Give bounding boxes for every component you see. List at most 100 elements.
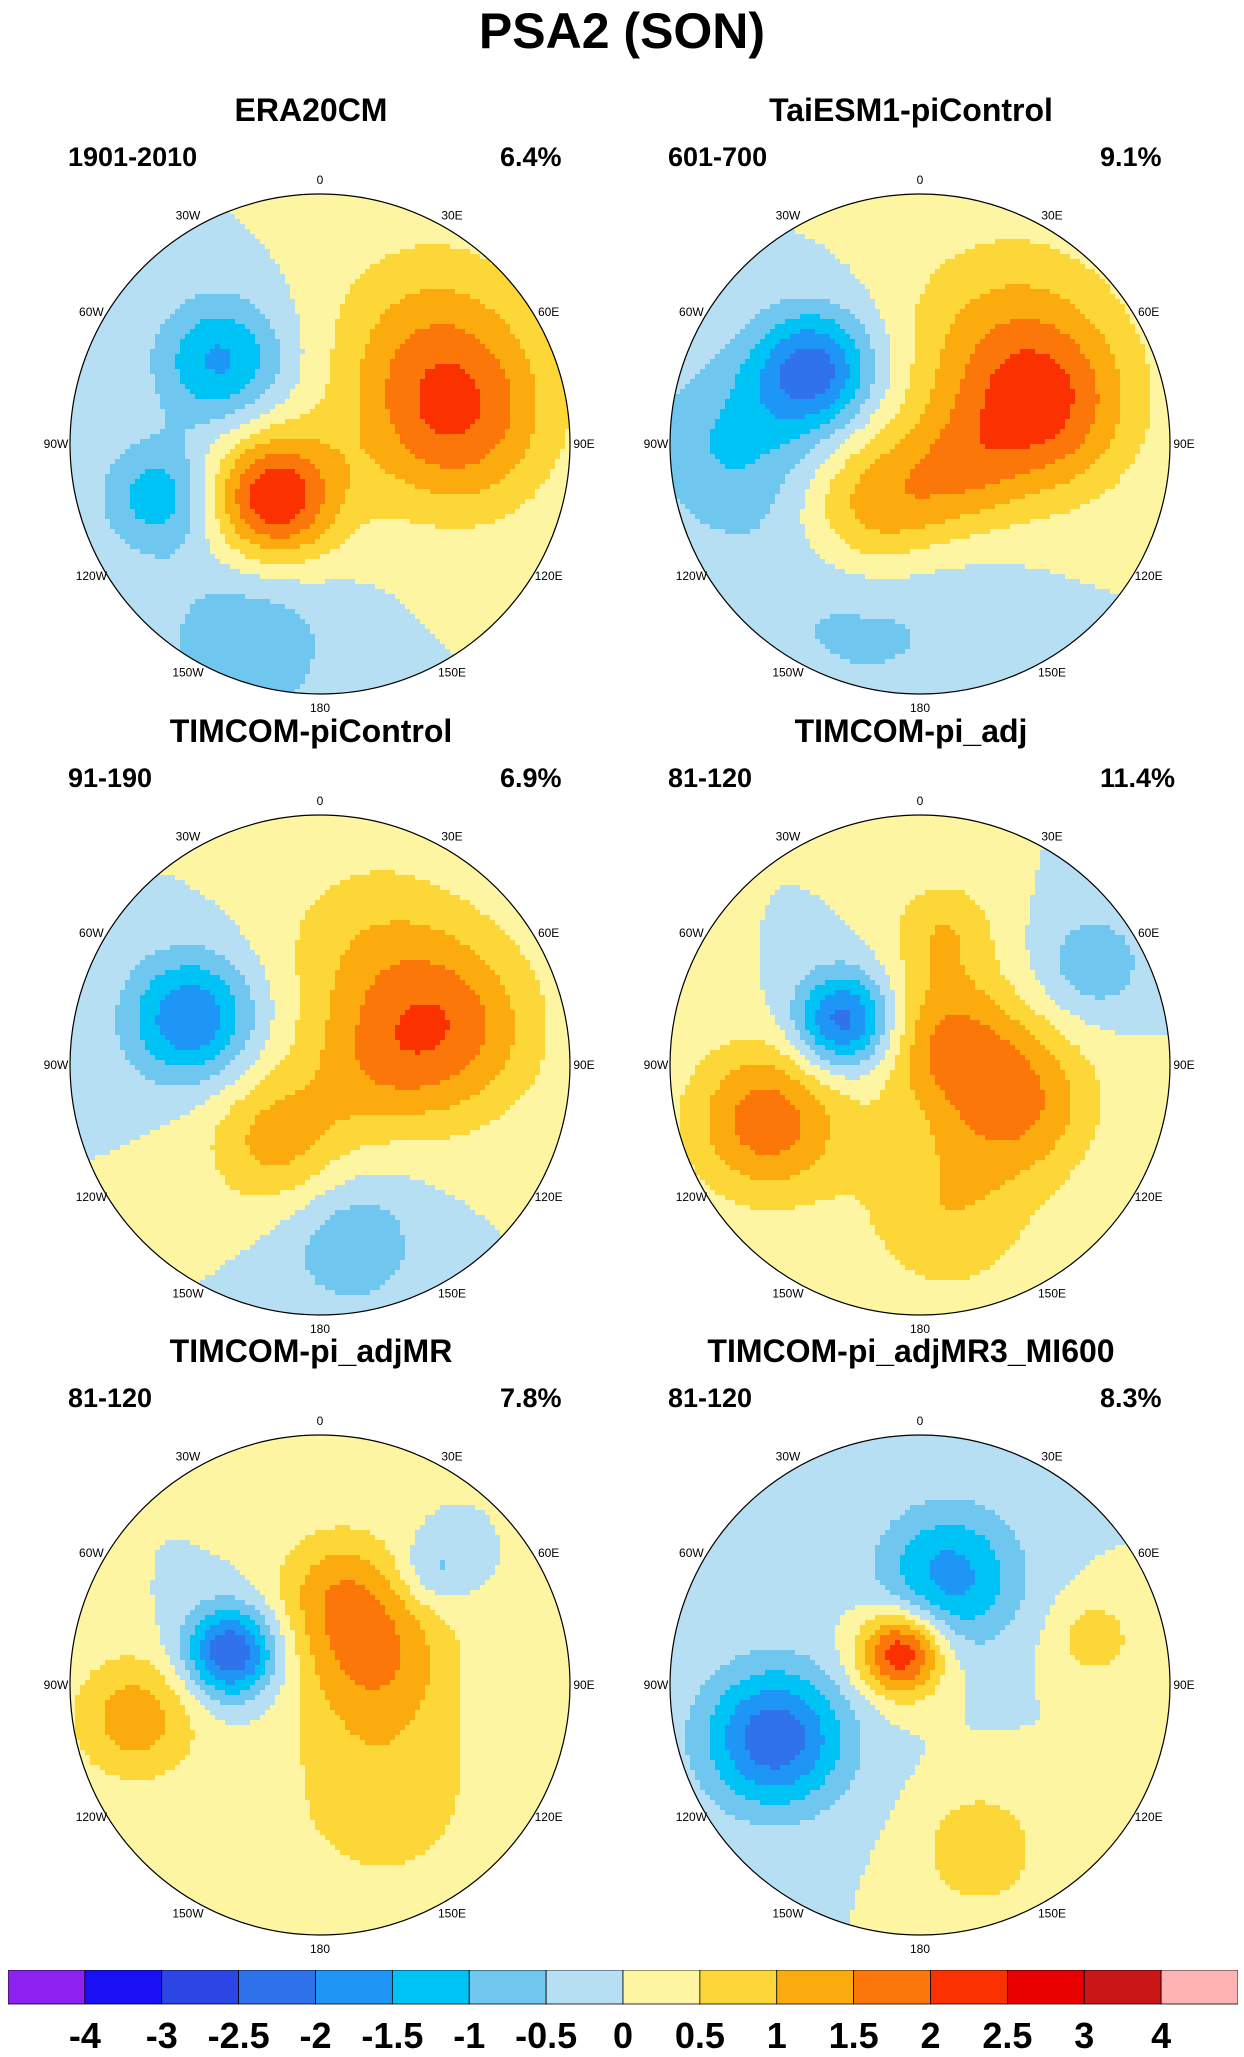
longitude-label: 90E [1173,1678,1194,1692]
longitude-label: 120W [676,1810,708,1824]
colorbar-swatch [85,1970,162,2004]
longitude-label: 90E [573,1058,594,1072]
longitude-label: 150W [172,666,204,680]
longitude-label: 150E [1038,1287,1066,1301]
longitude-label: 90W [644,1678,669,1692]
longitude-label: 0 [917,1414,924,1428]
colorbar-tick-label: -0.5 [515,2015,577,2057]
anomaly-field [670,1435,1170,1935]
longitude-label: 90W [44,437,69,451]
longitude-label: 120W [676,1190,708,1204]
longitude-label: 180 [310,1942,330,1956]
colorbar-swatch [162,1970,239,2004]
anomaly-field [70,194,570,694]
anomaly-field [670,815,1170,1315]
anomaly-field [70,1435,570,1935]
longitude-label: 150W [772,1287,804,1301]
colorbar-tick-label: 2.5 [982,2015,1032,2057]
longitude-label: 150E [1038,666,1066,680]
longitude-label: 0 [317,1414,324,1428]
colorbar-tick-label: 0 [613,2015,633,2057]
longitude-label: 150W [172,1907,204,1921]
longitude-label: 0 [917,794,924,808]
longitude-label: 90E [573,1678,594,1692]
colorbar-swatch [623,1970,700,2004]
longitude-label: 60W [79,1546,104,1560]
longitude-label: 60E [538,926,559,940]
panel-title: TaiESM1-piControl [600,92,1222,129]
colorbar-swatch [1007,1970,1084,2004]
colorbar-tick-label: -1 [453,2015,485,2057]
anomaly-field [670,194,1170,694]
colorbar-swatch [1084,1970,1161,2004]
longitude-label: 120W [76,569,108,583]
longitude-label: 0 [317,173,324,187]
colorbar-tick-label: 1 [767,2015,787,2057]
longitude-label: 120W [676,569,708,583]
colorbar-swatch [469,1970,546,2004]
longitude-label: 120E [1135,1810,1163,1824]
longitude-label: 90E [1173,1058,1194,1072]
longitude-label: 150W [172,1287,204,1301]
longitude-label: 30E [1041,829,1062,843]
longitude-label: 120W [76,1810,108,1824]
longitude-label: 60W [79,926,104,940]
longitude-label: 30E [1041,1449,1062,1463]
longitude-label: 0 [917,173,924,187]
colorbar-tick-label: -2.5 [208,2015,270,2057]
longitude-label: 30W [776,208,801,222]
longitude-label: 60E [538,305,559,319]
longitude-label: 150W [772,1907,804,1921]
colorbar-swatch [546,1970,623,2004]
colorbar-swatch [239,1970,316,2004]
longitude-label: 30W [176,208,201,222]
longitude-label: 30W [176,1449,201,1463]
colorbar-swatch [316,1970,393,2004]
longitude-label: 120E [535,569,563,583]
longitude-label: 120E [1135,569,1163,583]
longitude-label: 60E [1138,305,1159,319]
colorbar-tick-label: 1.5 [829,2015,879,2057]
colorbar [8,1970,1238,2010]
longitude-label: 30E [441,208,462,222]
longitude-label: 30E [441,1449,462,1463]
longitude-label: 90W [644,437,669,451]
panel-title: TIMCOM-pi_adjMR3_MI600 [600,1333,1222,1370]
longitude-label: 60W [679,1546,704,1560]
longitude-label: 90E [1173,437,1194,451]
longitude-label: 150E [438,666,466,680]
colorbar-tick-label: -1.5 [361,2015,423,2057]
longitude-label: 30E [441,829,462,843]
longitude-label: 120E [1135,1190,1163,1204]
colorbar-swatch [1161,1970,1238,2004]
colorbar-swatch [700,1970,777,2004]
panel-title: TIMCOM-pi_adj [600,713,1222,750]
longitude-label: 30W [776,1449,801,1463]
longitude-label: 60W [679,926,704,940]
panel-title: ERA20CM [0,92,622,129]
longitude-label: 60E [538,1546,559,1560]
colorbar-tick-label: -3 [146,2015,178,2057]
longitude-label: 90E [573,437,594,451]
colorbar-swatch [777,1970,854,2004]
longitude-label: 120E [535,1810,563,1824]
colorbar-tick-label: -4 [69,2015,101,2057]
longitude-label: 30W [776,829,801,843]
figure-title: PSA2 (SON) [0,2,1244,60]
longitude-label: 60W [79,305,104,319]
colorbar-swatch [931,1970,1008,2004]
longitude-label: 60W [679,305,704,319]
longitude-label: 60E [1138,1546,1159,1560]
colorbar-swatch [854,1970,931,2004]
longitude-label: 150W [772,666,804,680]
